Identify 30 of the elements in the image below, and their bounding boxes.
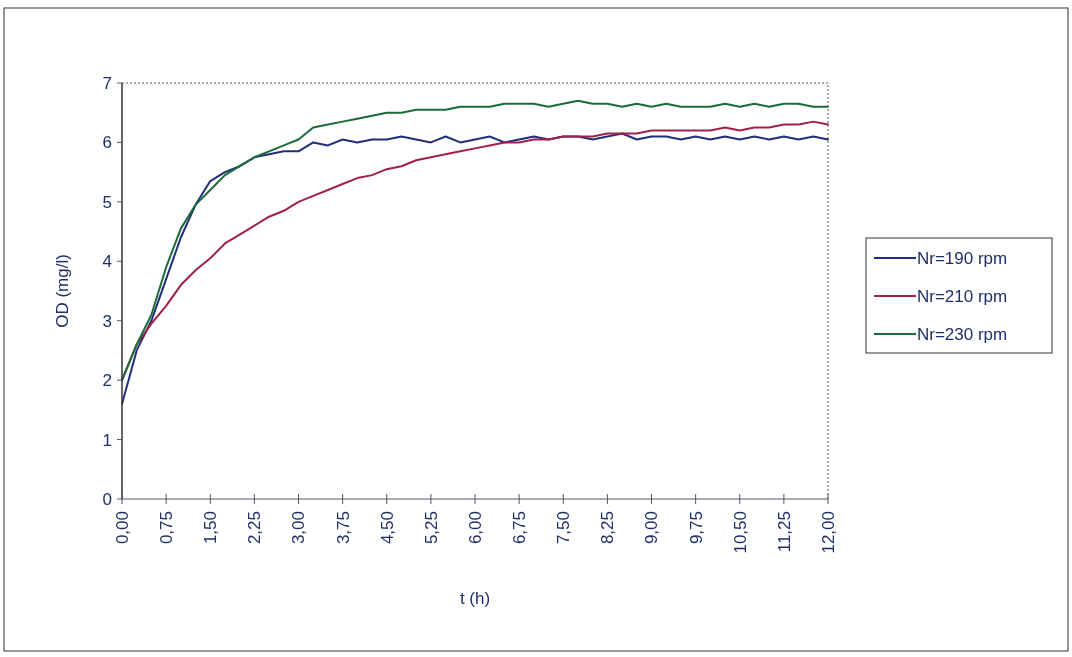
legend-label: Nr=230 rpm (917, 324, 1008, 344)
x-tick-label: 2,25 (245, 511, 265, 545)
y-axis-title: OD (mg/l) (53, 254, 72, 328)
x-tick-label: 11,25 (774, 511, 794, 553)
x-tick-label: 9,00 (642, 511, 662, 545)
y-tick-label: 4 (102, 252, 112, 272)
y-tick-label: 5 (102, 192, 112, 212)
x-tick-label: 12,00 (818, 511, 838, 554)
x-tick-label: 1,50 (201, 511, 221, 545)
x-axis-title: t (h) (459, 589, 491, 608)
y-tick-label: 3 (102, 311, 112, 331)
x-tick-label: 6,00 (465, 511, 485, 545)
x-tick-label: 3,75 (333, 511, 353, 545)
y-tick-label: 7 (102, 73, 112, 93)
x-tick-label: 6,75 (510, 511, 530, 545)
x-tick-label: 8,25 (598, 511, 618, 545)
y-tick-label: 2 (102, 371, 112, 391)
y-tick-label: 6 (102, 133, 112, 153)
x-tick-label: 0,00 (112, 511, 132, 545)
x-tick-label: 5,25 (421, 511, 441, 545)
legend-label: Nr=190 rpm (917, 248, 1008, 268)
x-tick-label: 3,00 (289, 511, 309, 545)
x-tick-label: 0,75 (157, 511, 177, 545)
x-tick-label: 9,75 (686, 511, 706, 545)
x-tick-label: 7,50 (554, 511, 574, 545)
legend-label: Nr=210 rpm (917, 286, 1008, 306)
y-tick-label: 0 (102, 489, 112, 509)
x-tick-label: 10,50 (730, 511, 750, 554)
y-tick-label: 1 (102, 430, 112, 450)
x-tick-label: 4,50 (377, 511, 397, 545)
